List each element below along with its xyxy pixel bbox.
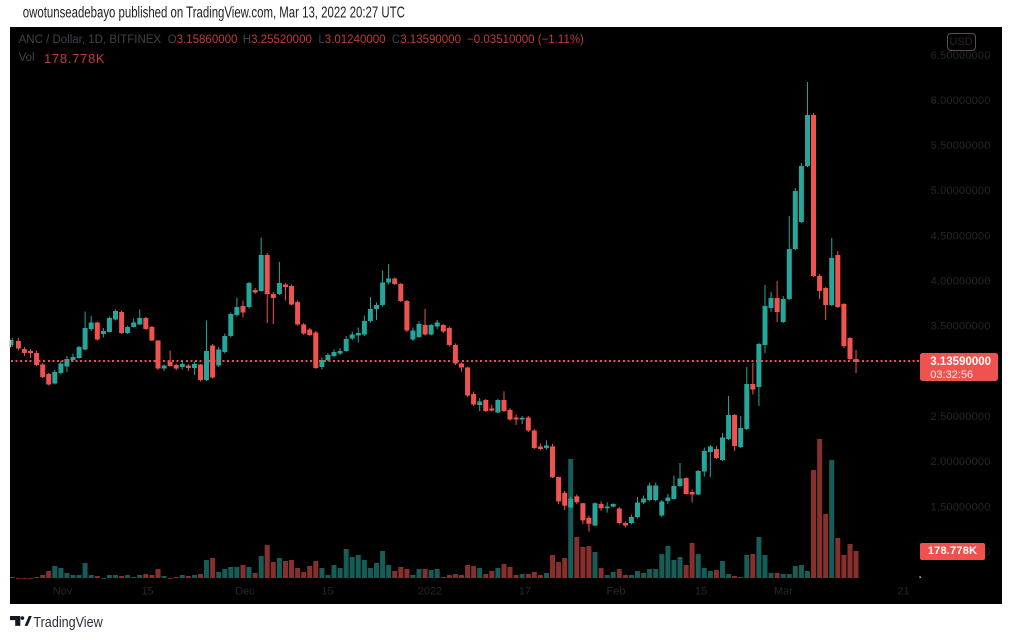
svg-text:15: 15 bbox=[695, 585, 707, 597]
svg-text:TradingView: TradingView bbox=[33, 615, 103, 631]
svg-text:5.50000000: 5.50000000 bbox=[931, 140, 991, 152]
svg-text:4.50000000: 4.50000000 bbox=[931, 230, 991, 242]
svg-text:17: 17 bbox=[519, 585, 531, 597]
svg-text:Nov: Nov bbox=[53, 585, 73, 597]
svg-text:5.00000000: 5.00000000 bbox=[931, 185, 991, 197]
svg-text:2.00000000: 2.00000000 bbox=[931, 456, 991, 468]
svg-text:4.00000000: 4.00000000 bbox=[931, 276, 991, 288]
svg-text:21: 21 bbox=[897, 585, 909, 597]
svg-text:Mar: Mar bbox=[774, 585, 793, 597]
svg-text:15: 15 bbox=[141, 585, 153, 597]
svg-text:2022: 2022 bbox=[418, 585, 442, 597]
svg-text:Feb: Feb bbox=[607, 585, 626, 597]
svg-text:2.50000000: 2.50000000 bbox=[931, 411, 991, 423]
svg-text:1.50000000: 1.50000000 bbox=[931, 501, 991, 513]
svg-text:Dec: Dec bbox=[235, 585, 255, 597]
svg-text:15: 15 bbox=[321, 585, 333, 597]
svg-text:6.50000000: 6.50000000 bbox=[931, 50, 991, 62]
svg-text:owotunseadebayo published on T: owotunseadebayo published on TradingView… bbox=[23, 5, 405, 22]
svg-text:6.00000000: 6.00000000 bbox=[931, 95, 991, 107]
svg-text:3.50000000: 3.50000000 bbox=[931, 321, 991, 333]
